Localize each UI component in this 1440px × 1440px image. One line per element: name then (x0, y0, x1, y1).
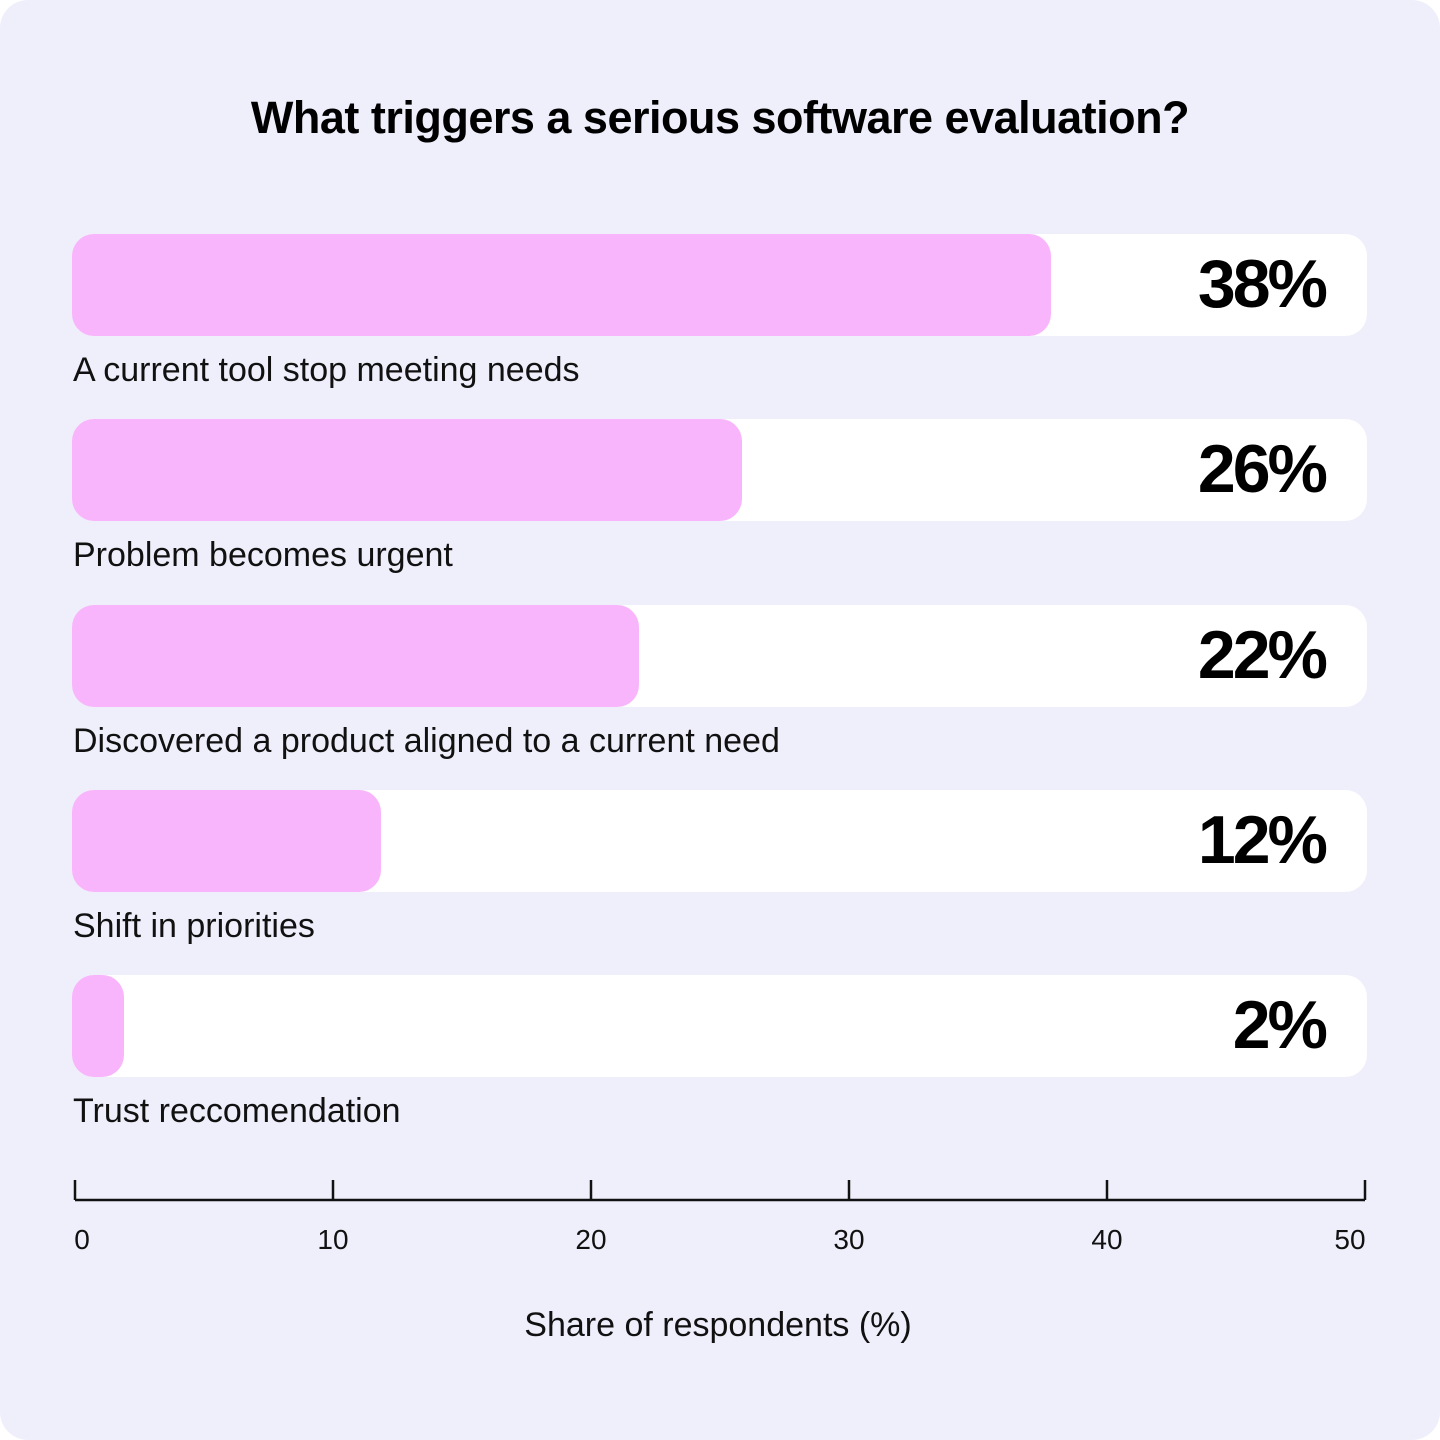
category-label: A current tool stop meeting needs (73, 351, 580, 389)
tick-label: 30 (833, 1224, 865, 1255)
bar-track: 26% (72, 419, 1367, 522)
x-axis-label: Share of respondents (%) (524, 1306, 912, 1344)
bar (72, 975, 124, 1077)
data-label: 22% (1197, 616, 1328, 693)
bar-track: 22% (72, 604, 1367, 707)
data-label: 38% (1197, 246, 1328, 322)
bar-track: 2% (72, 975, 1367, 1077)
bar (72, 789, 381, 892)
category-label: Shift in priorities (73, 906, 315, 945)
data-label: 2% (1232, 987, 1328, 1063)
bar-track: 38% (72, 234, 1367, 336)
tick-label: 50 (1334, 1224, 1366, 1255)
bar (72, 419, 742, 522)
data-label: 12% (1197, 801, 1328, 878)
tick-label: 40 (1091, 1224, 1123, 1255)
chart-title: What triggers a serious software evaluat… (250, 92, 1190, 143)
bar (72, 604, 639, 707)
tick-label: 20 (575, 1224, 607, 1255)
bar (72, 234, 1051, 336)
category-label: Trust reccomendation (73, 1092, 401, 1130)
category-label: Discovered a product aligned to a curren… (73, 721, 780, 760)
tick-label: 0 (74, 1224, 90, 1255)
data-label: 26% (1197, 431, 1328, 508)
category-label: Problem becomes urgent (73, 536, 453, 575)
bar-track: 12% (72, 789, 1367, 892)
tick-label: 10 (317, 1224, 349, 1255)
